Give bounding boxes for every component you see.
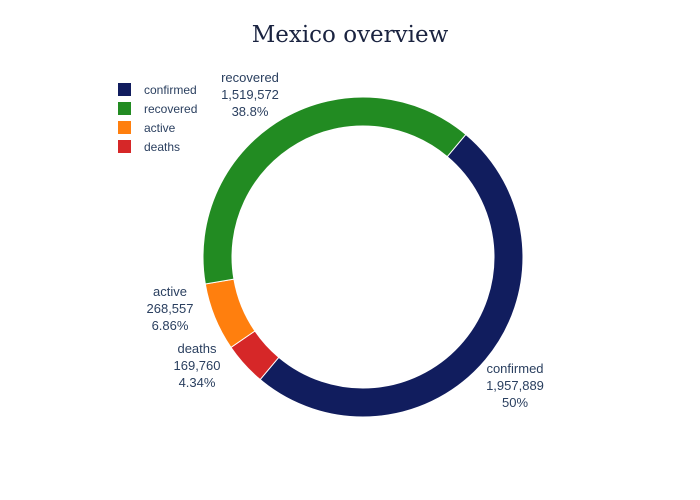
slice-label-confirmed: confirmed 1,957,889 50% <box>486 361 544 410</box>
slice-label-deaths: deaths 169,760 4.34% <box>174 341 221 390</box>
legend-swatch-active <box>118 121 131 134</box>
slice-label-recovered: recovered 1,519,572 38.8% <box>221 70 279 119</box>
slice-confirmed[interactable] <box>259 133 524 418</box>
legend-item-confirmed[interactable]: confirmed <box>118 80 197 99</box>
legend-swatch-deaths <box>118 140 131 153</box>
legend-item-active[interactable]: active <box>118 118 197 137</box>
legend-label-confirmed: confirmed <box>144 82 197 97</box>
legend-swatch-confirmed <box>118 83 131 96</box>
legend: confirmed recovered active deaths <box>118 80 197 156</box>
legend-item-deaths[interactable]: deaths <box>118 137 197 156</box>
slice-label-active: active 268,557 6.86% <box>147 284 194 333</box>
legend-label-active: active <box>144 120 176 135</box>
slice-recovered[interactable] <box>202 96 467 285</box>
legend-label-recovered: recovered <box>144 101 198 116</box>
chart-title: Mexico overview <box>251 22 449 48</box>
legend-item-recovered[interactable]: recovered <box>118 99 197 118</box>
legend-label-deaths: deaths <box>144 139 181 154</box>
legend-swatch-recovered <box>118 102 131 115</box>
